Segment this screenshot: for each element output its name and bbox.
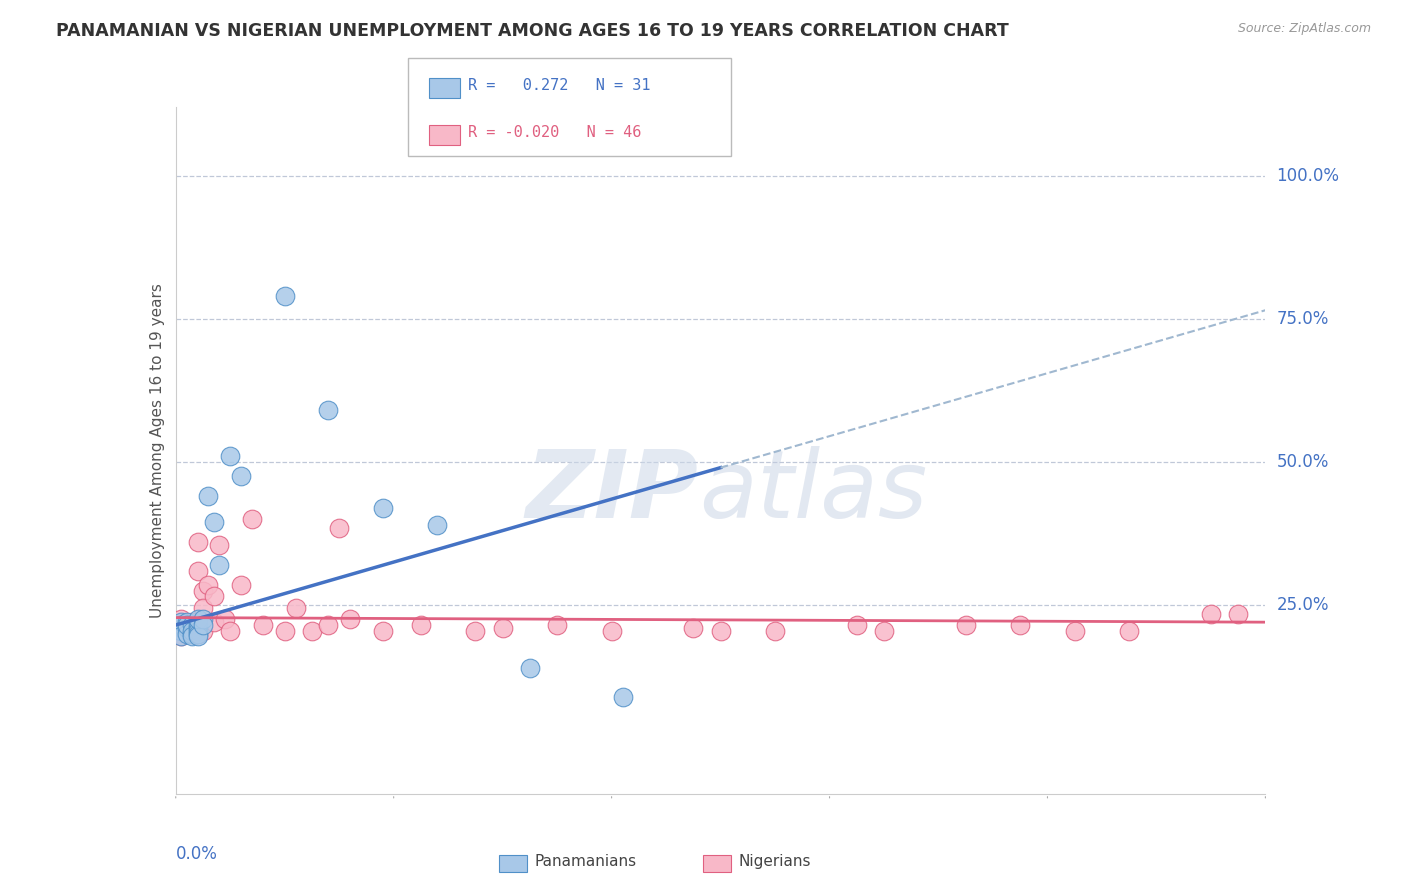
Text: 50.0%: 50.0% <box>1277 453 1329 471</box>
Point <box>231 469 253 483</box>
Point <box>186 618 209 632</box>
Point <box>284 600 307 615</box>
Point <box>546 618 568 632</box>
Text: atlas: atlas <box>699 446 927 537</box>
Point <box>186 626 209 640</box>
Point <box>328 521 350 535</box>
Text: Source: ZipAtlas.com: Source: ZipAtlas.com <box>1237 22 1371 36</box>
Point <box>181 618 204 632</box>
Point <box>339 612 361 626</box>
Point <box>219 449 242 463</box>
Point <box>170 626 193 640</box>
Point <box>186 626 209 640</box>
Point <box>492 621 515 635</box>
Point <box>186 564 209 578</box>
Point <box>181 630 204 644</box>
Point <box>176 621 198 635</box>
Point <box>186 624 209 638</box>
Text: 100.0%: 100.0% <box>1277 167 1340 185</box>
Point <box>197 489 219 503</box>
Point <box>600 624 623 638</box>
Point <box>214 612 236 626</box>
Text: Nigerians: Nigerians <box>738 855 811 869</box>
Y-axis label: Unemployment Among Ages 16 to 19 years: Unemployment Among Ages 16 to 19 years <box>149 283 165 618</box>
Point <box>710 624 733 638</box>
Text: ZIP: ZIP <box>526 446 699 538</box>
Point <box>371 500 394 515</box>
Point <box>873 624 896 638</box>
Point <box>176 618 198 632</box>
Point <box>426 517 449 532</box>
Point <box>191 600 214 615</box>
Text: PANAMANIAN VS NIGERIAN UNEMPLOYMENT AMONG AGES 16 TO 19 YEARS CORRELATION CHART: PANAMANIAN VS NIGERIAN UNEMPLOYMENT AMON… <box>56 22 1010 40</box>
Point <box>318 618 340 632</box>
Point <box>186 612 209 626</box>
Point <box>301 624 323 638</box>
Point <box>170 630 193 644</box>
Point <box>371 624 394 638</box>
Point <box>274 624 297 638</box>
Point <box>519 661 541 675</box>
Point <box>170 615 193 630</box>
Point <box>464 624 486 638</box>
Text: Panamanians: Panamanians <box>534 855 637 869</box>
Point <box>318 403 340 417</box>
Point <box>186 630 209 644</box>
Text: 25.0%: 25.0% <box>1277 596 1329 614</box>
Point <box>176 626 198 640</box>
Point <box>176 618 198 632</box>
Point <box>682 621 704 635</box>
Point <box>181 615 204 630</box>
Point <box>202 615 225 630</box>
Point <box>176 624 198 638</box>
Point <box>170 612 193 626</box>
Point <box>208 538 231 552</box>
Point <box>1063 624 1085 638</box>
Point <box>1199 607 1222 621</box>
Point <box>219 624 242 638</box>
Point <box>240 512 263 526</box>
Point <box>845 618 868 632</box>
Point <box>763 624 786 638</box>
Text: R =   0.272   N = 31: R = 0.272 N = 31 <box>468 78 651 93</box>
Point <box>191 618 214 632</box>
Point <box>186 621 209 635</box>
Point <box>191 612 214 626</box>
Point <box>170 624 193 638</box>
Point <box>252 618 274 632</box>
Point <box>955 618 977 632</box>
Point <box>409 618 432 632</box>
Point <box>208 558 231 572</box>
Point <box>170 618 193 632</box>
Point <box>170 618 193 632</box>
Point <box>197 578 219 592</box>
Point <box>1118 624 1140 638</box>
Point <box>191 583 214 598</box>
Text: 0.0%: 0.0% <box>176 846 218 863</box>
Point <box>191 624 214 638</box>
Point <box>186 535 209 549</box>
Text: R = -0.020   N = 46: R = -0.020 N = 46 <box>468 125 641 139</box>
Point <box>202 515 225 529</box>
Point <box>274 289 297 303</box>
Text: 75.0%: 75.0% <box>1277 310 1329 328</box>
Point <box>181 624 204 638</box>
Point <box>176 615 198 630</box>
Point <box>1010 618 1032 632</box>
Point <box>231 578 253 592</box>
Point <box>612 690 634 704</box>
Point <box>181 626 204 640</box>
Point <box>202 590 225 604</box>
Point <box>1227 607 1250 621</box>
Point <box>170 630 193 644</box>
Point <box>181 624 204 638</box>
